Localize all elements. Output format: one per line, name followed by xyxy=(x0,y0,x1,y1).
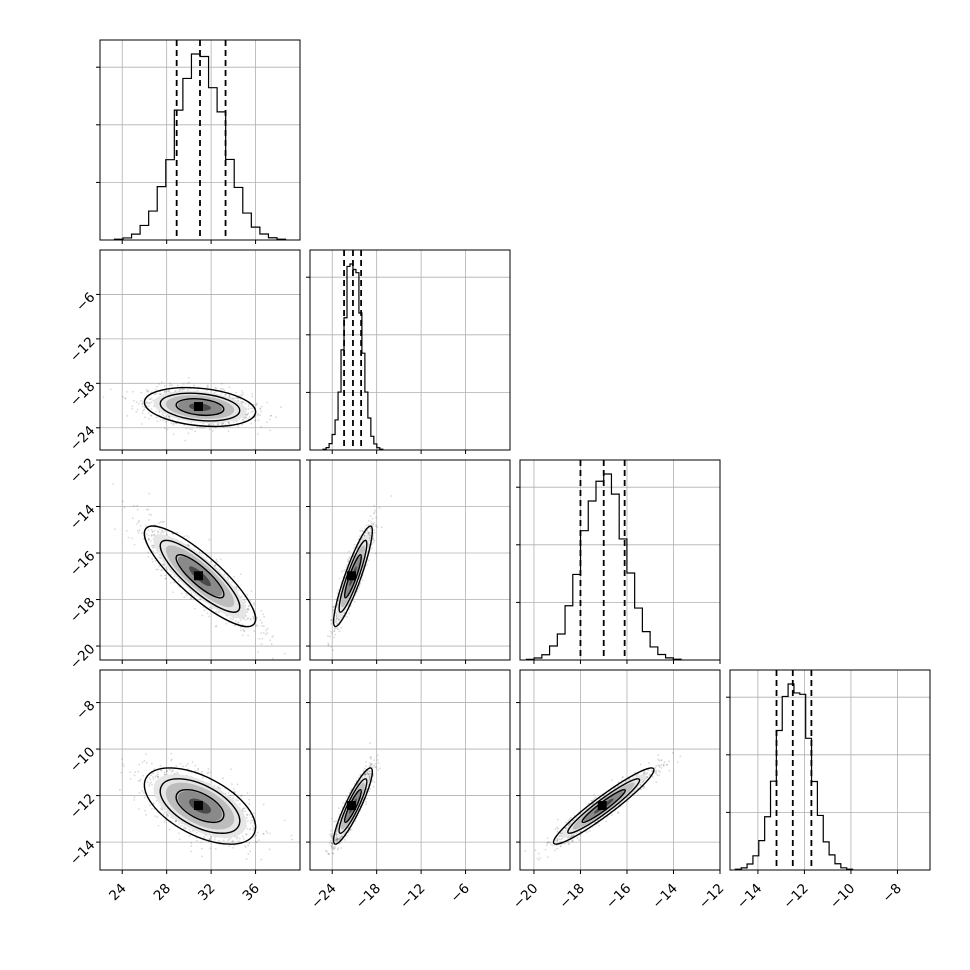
x-tick-label: 36 xyxy=(240,881,263,904)
histogram-steps xyxy=(734,683,854,870)
y-tick-label: −8 xyxy=(73,698,98,723)
contour-line xyxy=(343,554,362,599)
axes-frame xyxy=(309,669,511,871)
contour-line xyxy=(552,767,655,845)
y-tick-label: −24 xyxy=(67,423,98,454)
scatter-panel-2-0: −20 −18 −16 −14 −12 xyxy=(67,455,301,673)
x-tick-label: −14 xyxy=(734,881,765,912)
contour-line xyxy=(159,392,241,422)
axes-frame xyxy=(519,669,721,871)
histogram-steps xyxy=(322,263,384,450)
x-tick-label: −6 xyxy=(448,881,473,906)
x-tick-label: −8 xyxy=(879,881,904,906)
scatter-panel-3-1: −24 −18 −12 −6 xyxy=(306,669,511,912)
contour-line xyxy=(143,525,257,628)
x-tick-label: −12 xyxy=(780,881,811,912)
density-peak xyxy=(194,801,203,811)
axes-frame xyxy=(519,459,721,661)
scatter-panel-1-0: −24 −18 −12 −6 xyxy=(67,249,301,454)
x-tick-label: 32 xyxy=(195,881,218,904)
axes-frame xyxy=(99,249,301,451)
x-tick-label: 28 xyxy=(151,881,174,904)
contour-line xyxy=(175,554,225,599)
y-tick-label: −18 xyxy=(67,595,98,626)
axes-frame xyxy=(99,459,301,661)
scatter-panel-3-0: 24 28 32 36 −14 −12 −10 −8 xyxy=(67,669,301,904)
axes-frame xyxy=(309,459,511,661)
contour-line xyxy=(159,539,241,613)
axes-frame xyxy=(729,669,931,871)
density-peak xyxy=(597,801,607,811)
axes-frame xyxy=(309,249,511,451)
y-tick-label: −16 xyxy=(67,548,98,579)
contour-line xyxy=(175,398,225,417)
x-tick-label: −18 xyxy=(353,881,384,912)
contour-line xyxy=(581,789,626,824)
y-tick-label: −18 xyxy=(67,378,98,409)
x-tick-label: 24 xyxy=(106,881,129,904)
contour-line xyxy=(567,778,641,834)
contour-line xyxy=(338,539,368,613)
x-tick-label: −20 xyxy=(510,881,541,912)
axes-frame xyxy=(99,669,301,871)
axes-frame xyxy=(99,39,301,241)
density-peak xyxy=(194,402,203,412)
histogram-steps xyxy=(525,473,682,660)
density-peak xyxy=(346,571,356,581)
y-tick-label: −12 xyxy=(67,334,98,365)
y-tick-label: −14 xyxy=(67,502,98,533)
density-peak xyxy=(194,571,203,581)
y-tick-label: −10 xyxy=(67,744,98,775)
histogram-panel-1 xyxy=(306,249,511,454)
scatter-panel-3-2: −20 −18 −16 −14 −12 xyxy=(510,669,727,912)
x-tick-label: −18 xyxy=(556,881,587,912)
contour-line xyxy=(332,525,374,628)
scatter-panel-2-1 xyxy=(306,459,511,664)
x-tick-label: −12 xyxy=(397,881,428,912)
contour-line xyxy=(332,767,374,845)
contour-line xyxy=(338,778,368,834)
contour-line xyxy=(143,767,257,845)
contour-line xyxy=(343,789,362,824)
x-tick-label: −16 xyxy=(603,881,634,912)
y-tick-label: −12 xyxy=(67,791,98,822)
contour-line xyxy=(175,789,225,824)
x-tick-label: −14 xyxy=(649,881,680,912)
x-tick-label: −24 xyxy=(308,881,339,912)
y-tick-label: −6 xyxy=(73,289,98,314)
histogram-panel-2 xyxy=(516,459,721,664)
y-tick-label: −12 xyxy=(67,455,98,486)
density-peak xyxy=(346,801,356,811)
y-tick-label: −14 xyxy=(67,837,98,868)
y-tick-label: −20 xyxy=(67,641,98,672)
x-tick-label: −10 xyxy=(827,881,858,912)
x-tick-label: −12 xyxy=(696,881,727,912)
histogram-panel-0 xyxy=(96,39,301,244)
histogram-panel-3: −14 −12 −10 −8 xyxy=(726,669,931,912)
contour-line xyxy=(143,386,257,428)
contour-line xyxy=(159,778,241,834)
